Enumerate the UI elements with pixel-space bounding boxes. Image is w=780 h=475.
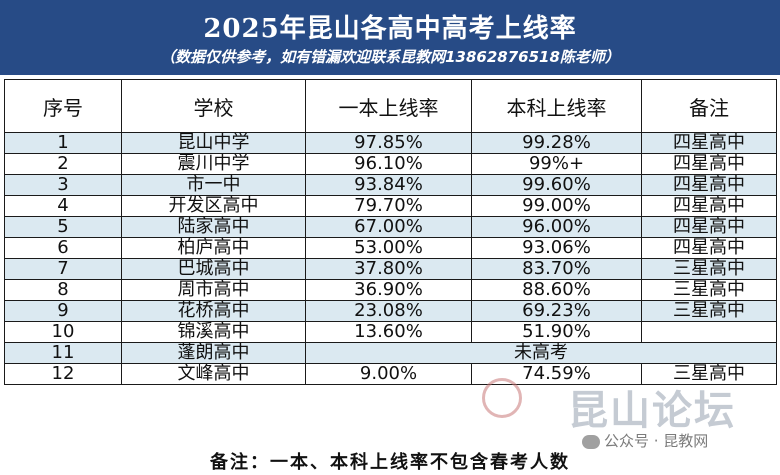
watermark-badge-icon — [482, 378, 522, 418]
cell-bachelor-rate: 74.59% — [471, 363, 642, 385]
header-banner: 2025年昆山各高中高考上线率 （数据仅供参考，如有错漏欢迎联系昆教网13862… — [0, 0, 780, 75]
cell-note: 四星高中 — [641, 132, 777, 154]
table-row: 10 锦溪高中 13.60% 51.90% — [4, 321, 777, 343]
table-row: 1 昆山中学 97.85% 99.28% 四星高中 — [4, 132, 777, 154]
cell-no: 11 — [4, 342, 122, 364]
cell-no: 2 — [4, 153, 122, 175]
cell-tier1-rate: 13.60% — [305, 321, 472, 343]
cell-note: 四星高中 — [641, 153, 777, 175]
cell-bachelor-rate: 99.28% — [471, 132, 642, 154]
table-row: 7 巴城高中 37.80% 83.70% 三星高中 — [4, 258, 777, 280]
cell-bachelor-rate: 99.00% — [471, 195, 642, 217]
cell-bachelor-rate: 69.23% — [471, 300, 642, 322]
cell-note: 四星高中 — [641, 237, 777, 259]
cell-note: 四星高中 — [641, 216, 777, 238]
table-row: 2 震川中学 96.10% 99%+ 四星高中 — [4, 153, 777, 175]
watermark-social: 公众号 · 昆教网 — [582, 430, 708, 451]
cell-school: 花桥高中 — [121, 300, 306, 322]
cell-note: 四星高中 — [641, 174, 777, 196]
cell-tier1-rate: 37.80% — [305, 258, 472, 280]
cell-no: 9 — [4, 300, 122, 322]
cell-tier1-rate: 67.00% — [305, 216, 472, 238]
cell-bachelor-rate: 93.06% — [471, 237, 642, 259]
column-header-school: 学校 — [121, 79, 306, 133]
cell-school: 震川中学 — [121, 153, 306, 175]
cell-note: 三星高中 — [641, 258, 777, 280]
table-row: 5 陆家高中 67.00% 96.00% 四星高中 — [4, 216, 777, 238]
cell-bachelor-rate: 99.60% — [471, 174, 642, 196]
cell-tier1-rate: 23.08% — [305, 300, 472, 322]
wechat-icon — [582, 434, 600, 449]
table-row: 6 柏庐高中 53.00% 93.06% 四星高中 — [4, 237, 777, 259]
table-row: 9 花桥高中 23.08% 69.23% 三星高中 — [4, 300, 777, 322]
cell-tier1-rate: 53.00% — [305, 237, 472, 259]
column-header-bachelor-rate: 本科上线率 — [471, 79, 642, 133]
cell-no: 8 — [4, 279, 122, 301]
cell-note: 三星高中 — [641, 279, 777, 301]
cell-note: 四星高中 — [641, 195, 777, 217]
table-header-row: 序号 学校 一本上线率 本科上线率 备注 — [4, 79, 777, 133]
cell-no: 5 — [4, 216, 122, 238]
cell-school: 蓬朗高中 — [121, 342, 306, 364]
page-title: 2025年昆山各高中高考上线率 — [203, 14, 577, 44]
cell-school: 文峰高中 — [121, 363, 306, 385]
cell-bachelor-rate: 88.60% — [471, 279, 642, 301]
cell-tier1-rate: 93.84% — [305, 174, 472, 196]
column-header-no: 序号 — [4, 79, 122, 133]
cell-school: 开发区高中 — [121, 195, 306, 217]
cell-school: 昆山中学 — [121, 132, 306, 154]
cell-tier1-rate: 36.90% — [305, 279, 472, 301]
column-header-note: 备注 — [641, 79, 777, 133]
watermark-social-text: 公众号 · 昆教网 — [604, 432, 709, 450]
cell-note: 三星高中 — [641, 363, 777, 385]
cell-school: 市一中 — [121, 174, 306, 196]
table-row: 8 周市高中 36.90% 88.60% 三星高中 — [4, 279, 777, 301]
cell-no: 4 — [4, 195, 122, 217]
admission-rate-table: 序号 学校 一本上线率 本科上线率 备注 1 昆山中学 97.85% 99.28… — [4, 79, 777, 385]
cell-no: 1 — [4, 132, 122, 154]
cell-tier1-rate: 97.85% — [305, 132, 472, 154]
cell-bachelor-rate: 99%+ — [471, 153, 642, 175]
table-row: 4 开发区高中 79.70% 99.00% 四星高中 — [4, 195, 777, 217]
cell-school: 巴城高中 — [121, 258, 306, 280]
cell-tier1-rate: 9.00% — [305, 363, 472, 385]
column-header-tier1-rate: 一本上线率 — [305, 79, 472, 133]
cell-no: 3 — [4, 174, 122, 196]
cell-school: 陆家高中 — [121, 216, 306, 238]
cell-bachelor-rate: 83.70% — [471, 258, 642, 280]
cell-note: 三星高中 — [641, 300, 777, 322]
page-subtitle: （数据仅供参考，如有错漏欢迎联系昆教网13862876518陈老师） — [160, 48, 620, 66]
cell-school: 周市高中 — [121, 279, 306, 301]
cell-merged-status: 未高考 — [305, 342, 777, 364]
cell-school: 柏庐高中 — [121, 237, 306, 259]
watermark-logo: 昆山论坛 — [568, 387, 736, 434]
cell-no: 7 — [4, 258, 122, 280]
cell-no: 12 — [4, 363, 122, 385]
table-row: 11 蓬朗高中 未高考 — [4, 342, 777, 364]
cell-note — [641, 321, 777, 343]
cell-tier1-rate: 96.10% — [305, 153, 472, 175]
cell-no: 6 — [4, 237, 122, 259]
table-row: 3 市一中 93.84% 99.60% 四星高中 — [4, 174, 777, 196]
table-row: 12 文峰高中 9.00% 74.59% 三星高中 — [4, 363, 777, 385]
cell-no: 10 — [4, 321, 122, 343]
cell-tier1-rate: 79.70% — [305, 195, 472, 217]
cell-bachelor-rate: 96.00% — [471, 216, 642, 238]
cell-bachelor-rate: 51.90% — [471, 321, 642, 343]
footer-note: 备注：一本、本科上线率不包含春考人数 — [210, 452, 570, 473]
cell-school: 锦溪高中 — [121, 321, 306, 343]
